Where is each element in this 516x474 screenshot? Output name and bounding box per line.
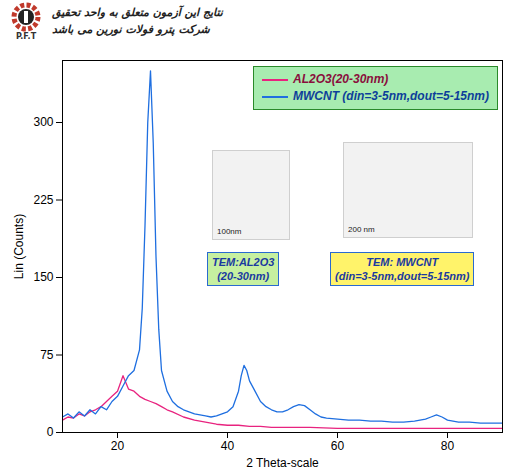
html-text:100nm: 100nm — [217, 227, 242, 236]
svg-text:2 Theta-scale: 2 Theta-scale — [246, 456, 319, 470]
html-text:MWCNT (din=3-5nm,dout=5-15nm): MWCNT (din=3-5nm,dout=5-15nm) — [293, 89, 489, 103]
svg-text:300: 300 — [33, 115, 53, 129]
html-text:TEM: MWCNT: TEM: MWCNT — [366, 256, 439, 268]
svg-text:225: 225 — [33, 193, 53, 207]
svg-text:60: 60 — [331, 439, 345, 453]
svg-text:75: 75 — [40, 348, 54, 362]
svg-text:0: 0 — [47, 425, 54, 439]
html-text:TEM:AL2O3: TEM:AL2O3 — [212, 256, 275, 268]
svg-text:40: 40 — [221, 439, 235, 453]
svg-text:20: 20 — [111, 439, 125, 453]
html-text:شرکت پترو فولات نورین می باشد: شرکت پترو فولات نورین می باشد — [52, 23, 210, 36]
html-text:نتایج این آزمون متعلق به واحد: نتایج این آزمون متعلق به واحد تحقیق — [52, 6, 223, 19]
html-text:200 nm: 200 nm — [348, 225, 375, 234]
svg-text:150: 150 — [33, 270, 53, 284]
svg-text:80: 80 — [441, 439, 455, 453]
html-text:(20-30nm): (20-30nm) — [217, 270, 270, 282]
svg-text:Lin (Counts): Lin (Counts) — [12, 214, 26, 279]
html-text:AL2O3(20-30nm): AL2O3(20-30nm) — [293, 72, 389, 86]
html-text:(din=3-5nm,dout=5-15nm): (din=3-5nm,dout=5-15nm) — [335, 270, 470, 282]
html-text:P.F.T: P.F.T — [15, 32, 37, 41]
